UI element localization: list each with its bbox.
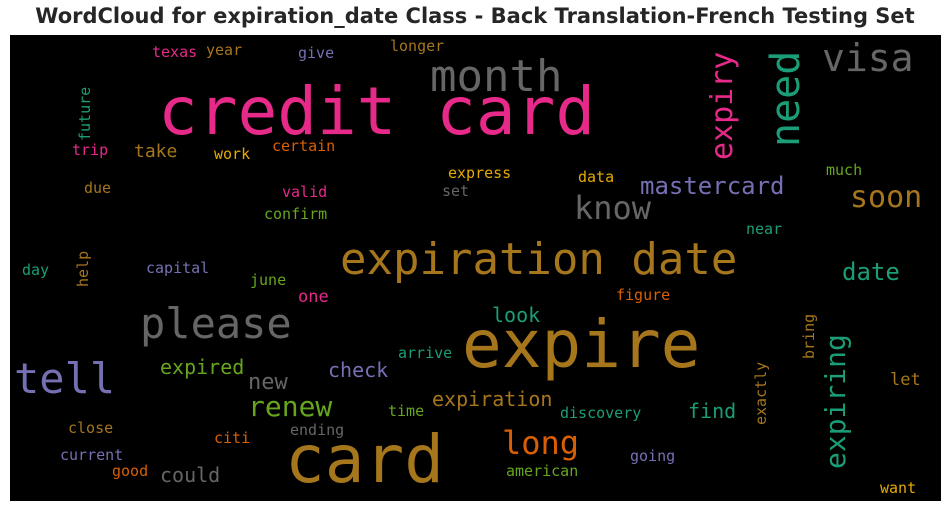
word-cloud: credit card card expire expiration date … [10,35,941,501]
word-check: check [328,358,389,382]
word-valid: valid [282,183,328,201]
word-mastercard: mastercard [640,172,785,200]
word-one: one [298,287,329,307]
word-credit-card: credit card [158,73,596,150]
word-close: close [68,419,114,437]
word-capital: capital [146,259,210,277]
word-work: work [214,145,251,163]
word-ending: ending [290,421,345,439]
word-know: know [574,189,652,227]
word-arrive: arrive [398,344,453,362]
word-texas: texas [152,43,198,61]
word-new: new [248,370,288,395]
word-want: want [880,479,917,497]
word-discovery: discovery [560,404,642,422]
word-good: good [112,462,149,480]
word-need: need [763,50,809,147]
word-help: help [74,250,92,287]
word-soon: soon [850,180,923,215]
word-renew: renew [248,390,333,423]
word-expiry: expiry [705,51,740,160]
word-date: date [842,258,900,286]
word-time: time [388,402,425,420]
chart-title: WordCloud for expiration_date Class - Ba… [35,4,915,28]
word-current: current [60,446,124,464]
word-visa: visa [822,36,914,80]
word-look: look [492,303,541,327]
word-please: please [140,299,292,348]
word-figure: figure [616,286,671,304]
word-longer: longer [390,37,445,55]
word-long: long [502,424,580,462]
word-expiration-date: expiration date [340,234,738,285]
word-trip: trip [72,141,109,159]
word-near: near [746,220,783,238]
word-express: express [448,164,512,182]
word-confirm: confirm [264,205,328,223]
word-let: let [890,370,921,390]
word-set: set [442,182,470,200]
word-future: future [76,86,94,141]
word-bring: bring [800,313,818,359]
word-much: much [826,161,863,179]
word-give: give [298,44,335,62]
word-tell: tell [14,354,116,403]
word-expiring: expiring [819,334,852,469]
word-day: day [22,261,50,279]
word-expiration: expiration [432,387,553,411]
word-card: card [285,421,444,498]
word-exactly: exactly [752,361,770,425]
word-certain: certain [272,137,336,155]
word-expire: expire [462,306,701,383]
word-going: going [630,447,676,465]
word-data: data [578,168,615,186]
word-june: june [250,271,287,289]
word-month: month [430,51,563,102]
word-expired: expired [160,355,245,379]
word-find: find [688,399,737,423]
word-due: due [84,179,112,197]
word-american: american [506,462,579,480]
word-could: could [160,463,221,487]
word-citi: citi [214,429,251,447]
word-year: year [206,41,243,59]
word-take: take [134,141,178,162]
